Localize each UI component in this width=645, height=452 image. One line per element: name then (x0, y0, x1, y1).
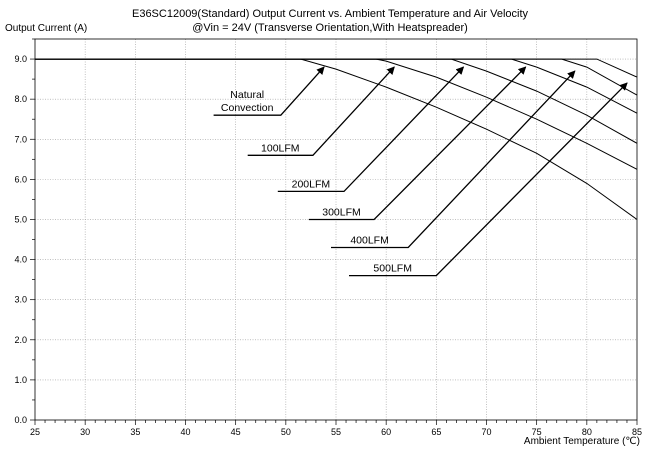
x-tick-label: 40 (180, 427, 190, 437)
annotation-label: 200LFM (292, 178, 331, 190)
y-tick-label: 6.0 (14, 174, 27, 184)
x-tick-label: 35 (130, 427, 140, 437)
y-tick-label: 7.0 (14, 134, 27, 144)
leader-500lfm (349, 82, 628, 277)
x-axis-title: Ambient Temperature (℃) (524, 436, 640, 447)
tick-layer: 25 30 35 40 45 50 55 60 65 70 75 80 85 0.0 1.0 2.0 3.0 4.… (14, 38, 642, 437)
y-tick-label: 0.0 (14, 415, 27, 425)
annotation-label: 300LFM (322, 207, 361, 219)
x-tick-label: 25 (30, 427, 40, 437)
annotation-label: 100LFM (261, 142, 300, 154)
annotation-label: 400LFM (350, 235, 389, 247)
x-tick-label: 80 (582, 427, 592, 437)
x-tick-label: 75 (532, 427, 542, 437)
chart-title: E36SC12009(Standard) Output Current vs. … (132, 8, 529, 20)
leader-100lfm (247, 66, 395, 156)
x-tick-label: 85 (632, 427, 642, 437)
series-line-500lfm (35, 58, 638, 78)
x-tick-label: 60 (381, 427, 391, 437)
leader-200lfm (277, 66, 465, 193)
y-tick-label: 9.0 (14, 54, 27, 64)
x-tick-label: 55 (331, 427, 341, 437)
leader-natural-convection (213, 66, 325, 116)
x-tick-label: 30 (80, 427, 90, 437)
series-line-natural-convection (35, 58, 638, 220)
y-tick-label: 3.0 (14, 295, 27, 305)
y-tick-label: 1.0 (14, 375, 27, 385)
annotation-label: 500LFM (373, 263, 412, 275)
leader-400lfm (331, 70, 576, 249)
leader-300lfm (308, 66, 527, 221)
chart-subtitle: @Vin = 24V (Transverse Orientation,With … (192, 22, 468, 34)
y-axis-title: Output Current (A) (5, 23, 87, 34)
y-tick-label: 4.0 (14, 255, 27, 265)
x-tick-label: 45 (231, 427, 241, 437)
x-tick-label: 65 (431, 427, 441, 437)
y-tick-label: 8.0 (14, 94, 27, 104)
y-tick-label: 5.0 (14, 214, 27, 224)
x-tick-label: 70 (481, 427, 491, 437)
annotation-label: Convection (221, 102, 274, 114)
y-tick-label: 2.0 (14, 335, 27, 345)
annotation-label: Natural (230, 89, 264, 101)
x-tick-label: 50 (281, 427, 291, 437)
